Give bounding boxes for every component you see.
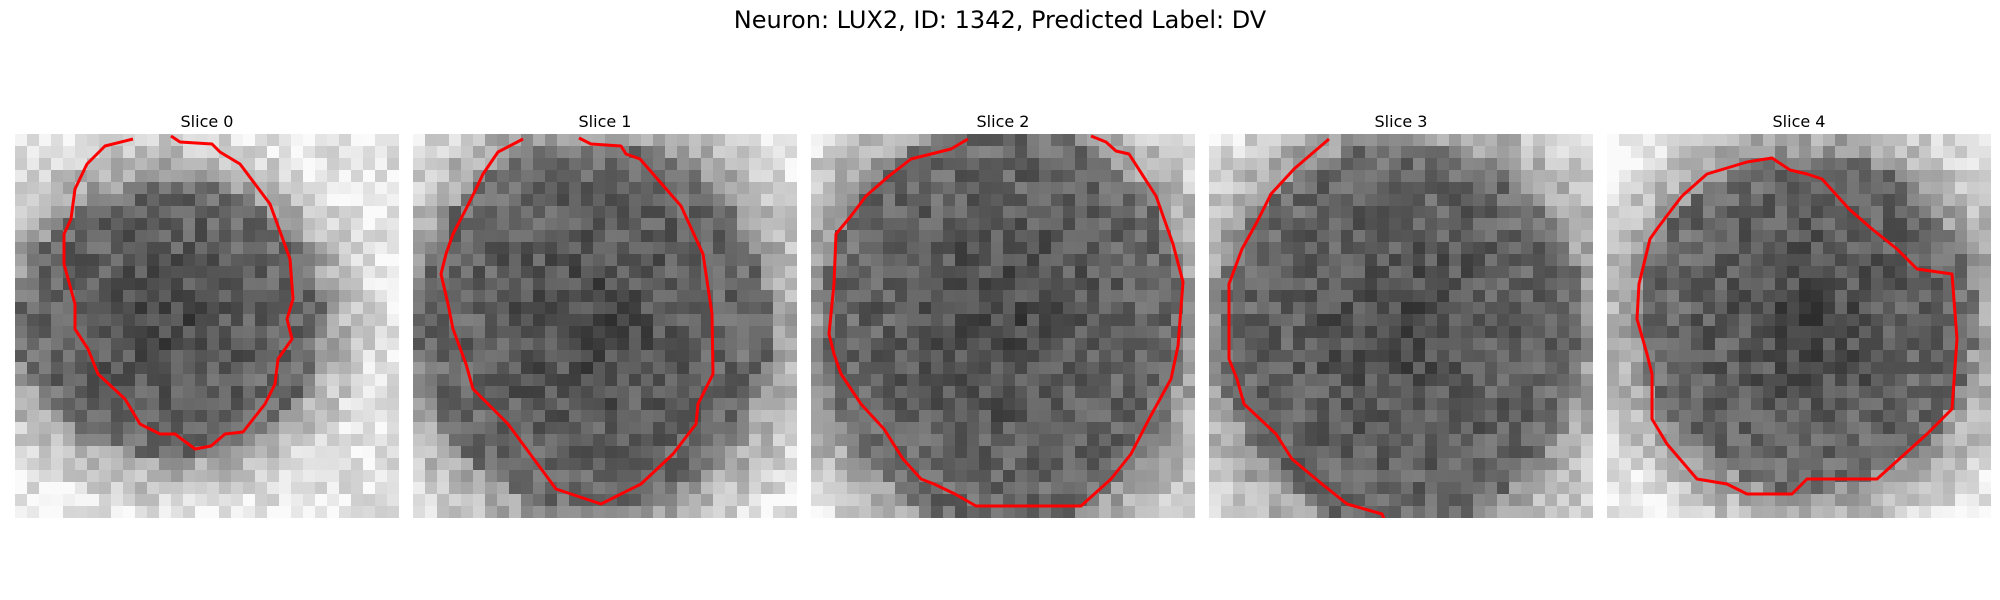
- slice-title: Slice 1: [413, 110, 797, 134]
- pixel-grid: [1607, 134, 1991, 518]
- slice-panel-0: Slice 0: [15, 110, 399, 518]
- slice-image: [1209, 134, 1593, 518]
- pixel-grid: [1209, 134, 1593, 518]
- slice-image: [15, 134, 399, 518]
- slice-image: [413, 134, 797, 518]
- pixel-grid: [413, 134, 797, 518]
- slice-title: Slice 3: [1209, 110, 1593, 134]
- slice-panel-1: Slice 1: [413, 110, 797, 518]
- pixel-grid: [811, 134, 1195, 518]
- slice-panel-4: Slice 4: [1607, 110, 1991, 518]
- slice-image: [1607, 134, 1991, 518]
- slice-title: Slice 0: [15, 110, 399, 134]
- slice-panel-3: Slice 3: [1209, 110, 1593, 518]
- slice-image: [811, 134, 1195, 518]
- slice-panel-2: Slice 2: [811, 110, 1195, 518]
- slice-title: Slice 4: [1607, 110, 1991, 134]
- figure-title: Neuron: LUX2, ID: 1342, Predicted Label:…: [0, 6, 2000, 34]
- slice-title: Slice 2: [811, 110, 1195, 134]
- pixel-grid: [15, 134, 399, 518]
